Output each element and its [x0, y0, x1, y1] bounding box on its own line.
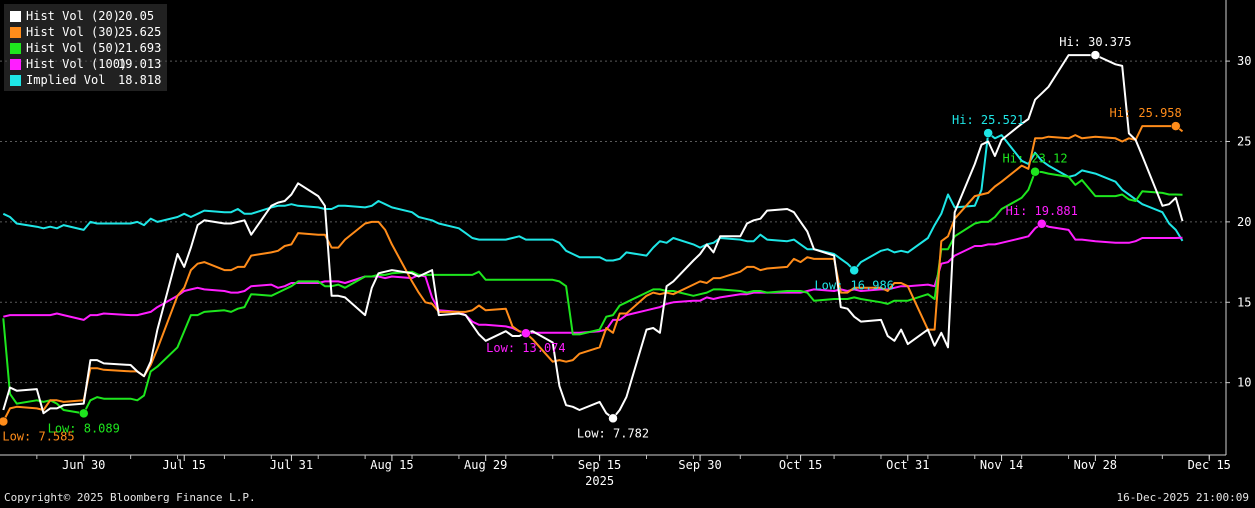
legend: Hist Vol (20) 20.05 Hist Vol (30) 25.625…	[4, 4, 168, 91]
x-tick-label: Oct 31	[886, 458, 929, 472]
extreme-marker	[1090, 50, 1101, 60]
legend-series-value: 19.013	[118, 57, 162, 71]
legend-swatch	[10, 10, 21, 22]
legend-series-name: Hist Vol (20)	[26, 9, 120, 23]
y-tick-label: 20	[1237, 215, 1251, 229]
x-tick-label: Aug 29	[464, 458, 507, 472]
legend-swatch	[10, 26, 21, 38]
copyright-text: Copyright© 2025 Bloomberg Finance L.P.	[4, 491, 256, 504]
legend-series-name: Hist Vol (100)	[26, 57, 128, 71]
legend-item: Hist Vol (100) 19.013	[10, 56, 161, 72]
extreme-marker	[0, 416, 9, 427]
extreme-marker	[983, 128, 993, 138]
legend-series-value: 18.818	[118, 73, 162, 87]
series-line	[2, 132, 1184, 272]
series-line	[2, 125, 1184, 422]
y-tick-label: 25	[1237, 134, 1251, 148]
series-line	[2, 54, 1184, 420]
extreme-marker	[521, 328, 531, 338]
x-tick-label: Oct 15	[779, 458, 822, 472]
extreme-marker	[1030, 166, 1040, 177]
grid	[0, 60, 1226, 384]
extreme-marker	[78, 408, 89, 419]
legend-swatch	[10, 42, 21, 54]
legend-series-value: 25.625	[118, 25, 162, 39]
x-tick-label: Dec 15	[1188, 458, 1231, 472]
legend-series-value: 20.05	[118, 9, 155, 23]
extreme-marker	[1037, 219, 1047, 229]
x-tick-label: Jul 15	[163, 458, 206, 472]
legend-series-name: Hist Vol (50)	[26, 41, 120, 55]
legend-series-name: Hist Vol (30)	[26, 25, 120, 39]
legend-swatch	[10, 74, 21, 86]
extreme-marker	[849, 265, 859, 276]
series-line	[2, 170, 1183, 415]
annotation-label: Hi: 19.881	[1006, 204, 1078, 218]
legend-swatch	[10, 58, 21, 70]
annotations: Hi: 30.375 Low: 7.782 Hi: 25.958 Low: 7.585…	[0, 35, 1182, 443]
annotation-label: Low: 7.585	[2, 429, 74, 443]
annotation-label: Hi: 25.958	[1110, 106, 1182, 120]
x-tick-label: Sep 15	[578, 458, 621, 472]
timestamp-text: 16-Dec-2025 21:00:09	[1116, 491, 1249, 504]
extreme-marker	[608, 413, 618, 424]
annotation-label: Low: 16.986	[814, 278, 893, 292]
extreme-marker	[1171, 121, 1181, 131]
x-tick-label: Nov 28	[1074, 458, 1117, 472]
legend-series-value: 21.693	[118, 41, 162, 55]
legend-item: Hist Vol (30) 25.625	[10, 24, 161, 40]
legend-series-name: Implied Vol	[26, 73, 106, 87]
y-tick-label: 30	[1237, 54, 1251, 68]
annotation-label: Low: 7.782	[577, 426, 649, 440]
x-year-label: 2025	[585, 474, 614, 488]
annotation-label: Low: 13.074	[486, 341, 565, 355]
y-tick-label: 10	[1237, 376, 1251, 390]
annotation-label: Hi: 23.12	[1003, 152, 1068, 166]
x-tick-label: Jul 31	[270, 458, 313, 472]
legend-item: Hist Vol (20) 20.05	[10, 8, 161, 24]
x-tick-label: Sep 30	[678, 458, 721, 472]
y-tick-label: 15	[1237, 295, 1251, 309]
series-line	[3, 222, 1183, 335]
x-tick-label: Nov 14	[980, 458, 1023, 472]
legend-item: Hist Vol (50) 21.693	[10, 40, 161, 56]
series-layer	[2, 54, 1184, 422]
x-tick-label: Aug 15	[370, 458, 413, 472]
legend-item: Implied Vol 18.818	[10, 72, 161, 88]
x-tick-label: Jun 30	[62, 458, 105, 472]
annotation-label: Low: 8.089	[48, 421, 120, 435]
annotation-label: Hi: 25.521	[952, 113, 1024, 127]
annotation-label: Hi: 30.375	[1059, 35, 1131, 49]
